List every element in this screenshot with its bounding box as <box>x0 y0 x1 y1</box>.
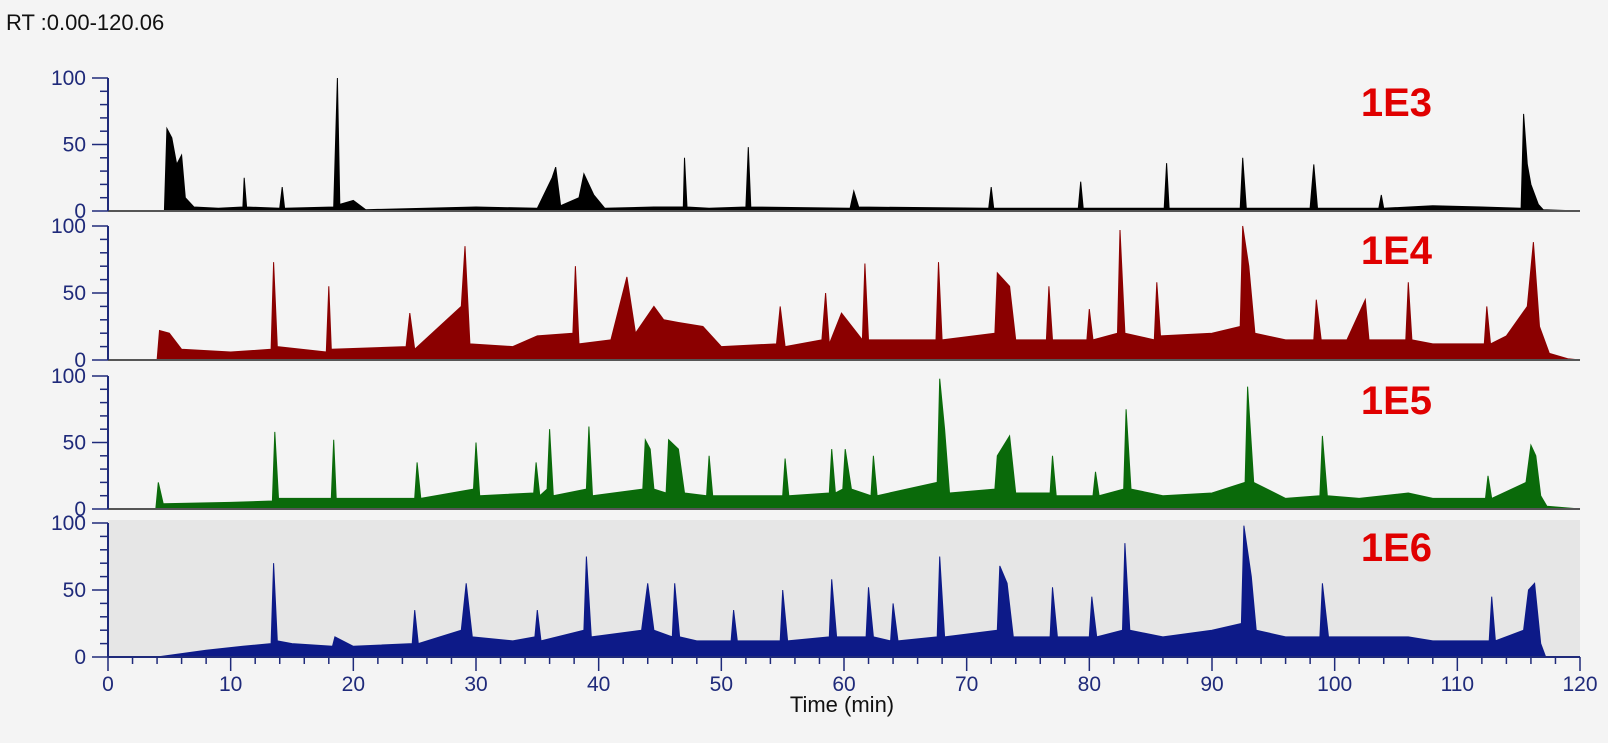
x-tick-label: 90 <box>1200 673 1223 696</box>
panel-3: 0 50 100 1E5 <box>51 365 1581 521</box>
x-tick-label: 120 <box>1562 673 1597 696</box>
panel-4-background <box>108 520 1580 657</box>
y-tick-label: 50 <box>63 134 86 157</box>
x-tick-label: 110 <box>1441 673 1474 696</box>
panel-tag-1E5: 1E5 <box>1361 379 1432 423</box>
y-tick-label: 100 <box>51 512 86 535</box>
y-tick-label: 100 <box>51 67 86 90</box>
y-tick-label: 0 <box>74 349 86 372</box>
y-tick-label: 50 <box>63 282 86 305</box>
y-tick-label: 50 <box>63 579 86 602</box>
x-tick-label: 10 <box>219 673 242 696</box>
trace-1E5 <box>108 378 1581 510</box>
x-tick-label: 50 <box>710 673 733 696</box>
panel-tag-1E3: 1E3 <box>1361 81 1432 125</box>
x-axis-label: Time (min) <box>790 692 894 717</box>
trace-1E4 <box>108 225 1581 361</box>
x-tick-label: 20 <box>342 673 365 696</box>
panel-2: 0 50 100 1E4 <box>51 215 1581 372</box>
y-tick-label: 100 <box>51 215 86 238</box>
trace-1E3 <box>108 77 1581 212</box>
panel-1: 0 50 100 1E3 <box>51 67 1581 223</box>
x-tick-label: 70 <box>955 673 978 696</box>
x-tick-label: 60 <box>832 673 855 696</box>
y-tick-label: 0 <box>74 646 86 669</box>
panel-tag-1E4: 1E4 <box>1361 229 1433 273</box>
y-tick-label: 50 <box>63 432 86 455</box>
y-tick-label: 100 <box>51 365 86 388</box>
x-tick-label: 30 <box>464 673 487 696</box>
y-tick-label: 0 <box>74 498 86 521</box>
rt-range-label: RT :0.00-120.06 <box>6 10 165 35</box>
trace-1E6 <box>108 525 1580 658</box>
x-tick-label: 100 <box>1317 673 1352 696</box>
x-tick-label: 0 <box>102 673 114 696</box>
panel-tag-1E6: 1E6 <box>1361 526 1432 570</box>
x-tick-label: 40 <box>587 673 610 696</box>
x-tick-label: 80 <box>1078 673 1101 696</box>
y-tick-label: 0 <box>74 200 86 223</box>
